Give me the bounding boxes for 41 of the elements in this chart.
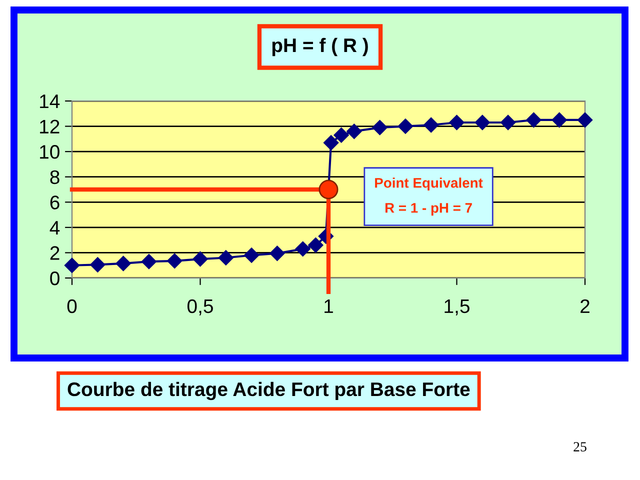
point [526,112,542,128]
point [318,180,338,200]
point [167,253,182,268]
point [474,114,490,130]
point [116,256,131,272]
point [192,251,208,267]
x-tick-label: 0,5 [187,299,213,316]
point [500,114,516,130]
point [449,114,464,130]
point [577,112,593,128]
point [64,258,80,273]
x-tick-label: 1,5 [444,300,470,316]
y-tick-label: 6 [50,196,60,210]
point [270,246,285,261]
y-tick-label: 14 [40,94,60,108]
point [398,118,414,134]
x-tick-label: 0 [67,299,77,314]
y-tick-label: 2 [50,246,60,260]
chart-title: pH = f ( R ) [272,38,368,56]
point [424,117,439,133]
point [323,135,339,150]
y-tick-label: 4 [50,221,60,234]
point [308,238,324,253]
point [90,257,106,272]
y-tick-label: 10 [40,145,60,159]
y-tick-label: 8 [50,170,60,184]
point [244,248,260,263]
point [218,250,234,266]
y-tick-label: 0 [50,271,60,286]
annotation: Point Equivalent R = 1 - pH = 7 [375,178,483,216]
point [372,120,388,136]
point [141,254,157,270]
text: Courbe de titrage Acide Fort par Base Forte [68,382,470,400]
x-tick-label: 2 [580,299,590,313]
point [334,128,349,143]
y-tick-label: 12 [40,120,60,134]
point [346,124,362,139]
x-tick-label: 1 [324,300,333,313]
text: 25 [574,442,586,452]
point [295,241,310,256]
point [552,112,567,128]
